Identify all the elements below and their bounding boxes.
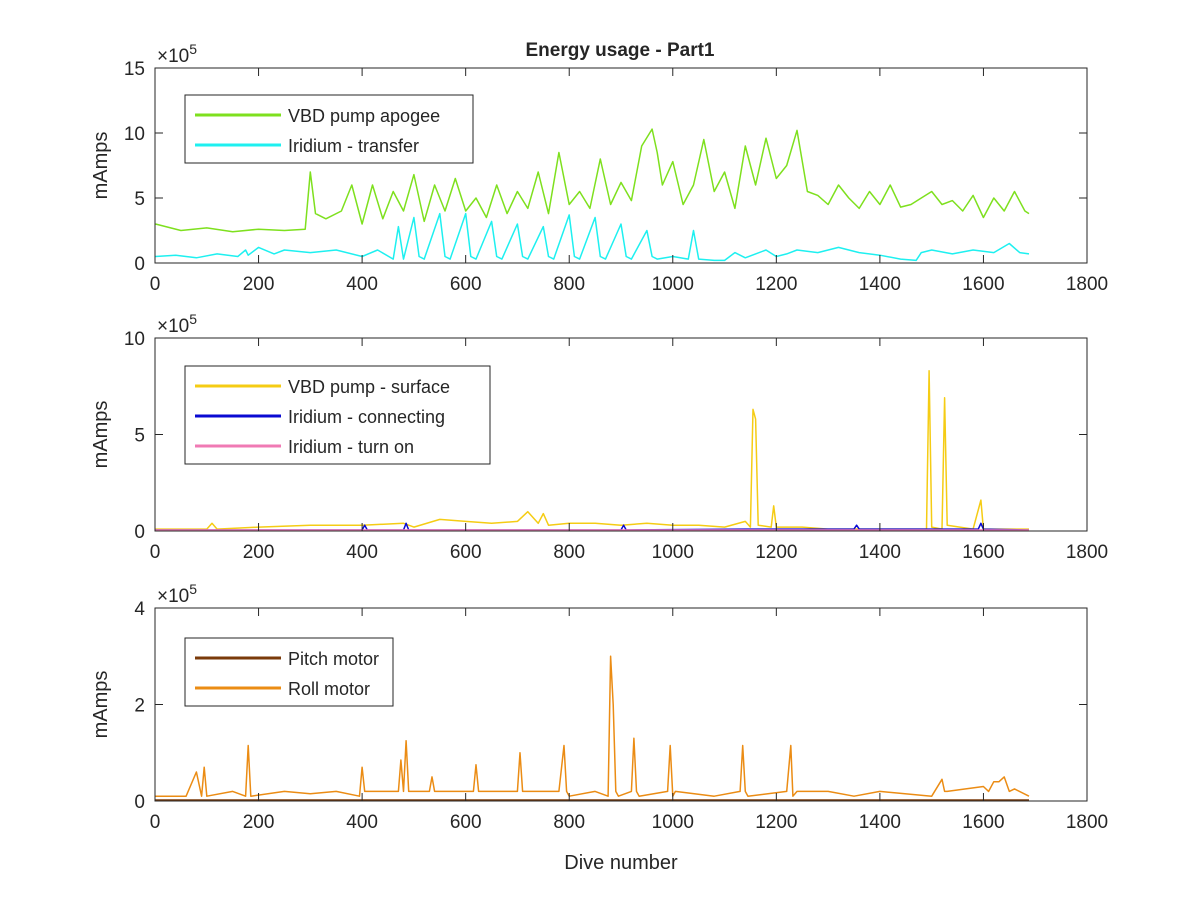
y-tick-label: 10 [124, 124, 145, 145]
x-tick-label: 1400 [859, 274, 901, 295]
y-tick-label: 5 [134, 426, 145, 447]
x-tick-label: 600 [450, 274, 482, 295]
y-exponent-power: 5 [189, 581, 197, 597]
legend-label: VBD pump apogee [288, 106, 440, 126]
x-tick-label: 1800 [1066, 542, 1108, 563]
legend-label: Iridium - turn on [288, 437, 414, 457]
x-tick-label: 1400 [859, 542, 901, 563]
legend-label: VBD pump - surface [288, 377, 450, 397]
x-tick-label: 1000 [652, 812, 694, 833]
x-tick-label: 1000 [652, 274, 694, 295]
x-tick-label: 400 [346, 274, 378, 295]
y-tick-label: 0 [134, 792, 145, 813]
y-tick-label: 5 [134, 189, 145, 210]
y-exponent-label: ×105 [157, 41, 197, 67]
x-tick-label: 600 [450, 812, 482, 833]
x-tick-label: 1600 [962, 274, 1004, 295]
series-line-roll-motor [155, 655, 1030, 797]
x-axis-label: Dive number [564, 852, 678, 874]
legend-box [184, 94, 474, 164]
subplot-3: 0 200 400 600 800 1000 1200 1400 1600 1800 0 2 4 ×105… [90, 581, 1108, 874]
series-line-vbd-pump-surface [155, 370, 1029, 530]
legend-box [184, 637, 394, 707]
x-tick-label: 0 [150, 274, 161, 295]
x-tick-label: 800 [553, 542, 585, 563]
y-tick-label: 10 [124, 329, 145, 350]
y-axis-label: mAmps [90, 401, 112, 469]
y-exponent-power: 5 [189, 311, 197, 327]
y-tick-label: 15 [124, 59, 145, 80]
y-axis-label: mAmps [90, 671, 112, 739]
y-exponent-label: ×105 [157, 581, 197, 607]
x-tick-label: 1000 [652, 542, 694, 563]
y-exponent-base: ×10 [157, 316, 189, 337]
legend-label: Iridium - connecting [288, 407, 445, 427]
y-tick-label: 2 [134, 696, 145, 717]
legend-label: Pitch motor [288, 649, 379, 669]
x-tick-label: 400 [346, 812, 378, 833]
series-line-vbd-pump-apogee [155, 128, 1030, 233]
y-exponent-base: ×10 [157, 46, 189, 67]
x-tick-label: 200 [243, 542, 275, 563]
x-tick-label: 400 [346, 542, 378, 563]
figure-title: Energy usage - Part1 [525, 40, 714, 61]
y-axis-label: mAmps [90, 132, 112, 200]
y-tick-label: 0 [134, 522, 145, 543]
x-tick-label: 1600 [962, 542, 1004, 563]
x-tick-label: 1600 [962, 812, 1004, 833]
x-tick-label: 1200 [755, 274, 797, 295]
subplot-2: 0 200 400 600 800 1000 1200 1400 1600 1800 0 5 10 ×10… [90, 311, 1108, 563]
x-tick-label: 0 [150, 812, 161, 833]
x-tick-label: 800 [553, 274, 585, 295]
y-exponent-base: ×10 [157, 586, 189, 607]
x-tick-label: 1400 [859, 812, 901, 833]
y-tick-label: 0 [134, 254, 145, 275]
x-tick-label: 200 [243, 812, 275, 833]
x-tick-label: 1200 [755, 542, 797, 563]
x-tick-label: 600 [450, 542, 482, 563]
x-tick-label: 1200 [755, 812, 797, 833]
x-tick-label: 200 [243, 274, 275, 295]
x-tick-label: 0 [150, 542, 161, 563]
x-tick-label: 1800 [1066, 812, 1108, 833]
x-tick-label: 800 [553, 812, 585, 833]
axes-box [154, 67, 1088, 264]
x-tick-label: 1800 [1066, 274, 1108, 295]
legend-label: Iridium - transfer [288, 136, 419, 156]
y-exponent-power: 5 [189, 41, 197, 57]
y-tick-label: 4 [134, 599, 145, 620]
y-exponent-label: ×105 [157, 311, 197, 337]
subplot-1: 0 200 400 600 800 1000 1200 1400 1600 1800 0 5 10 15 ×… [90, 41, 1108, 295]
legend-label: Roll motor [288, 679, 370, 699]
